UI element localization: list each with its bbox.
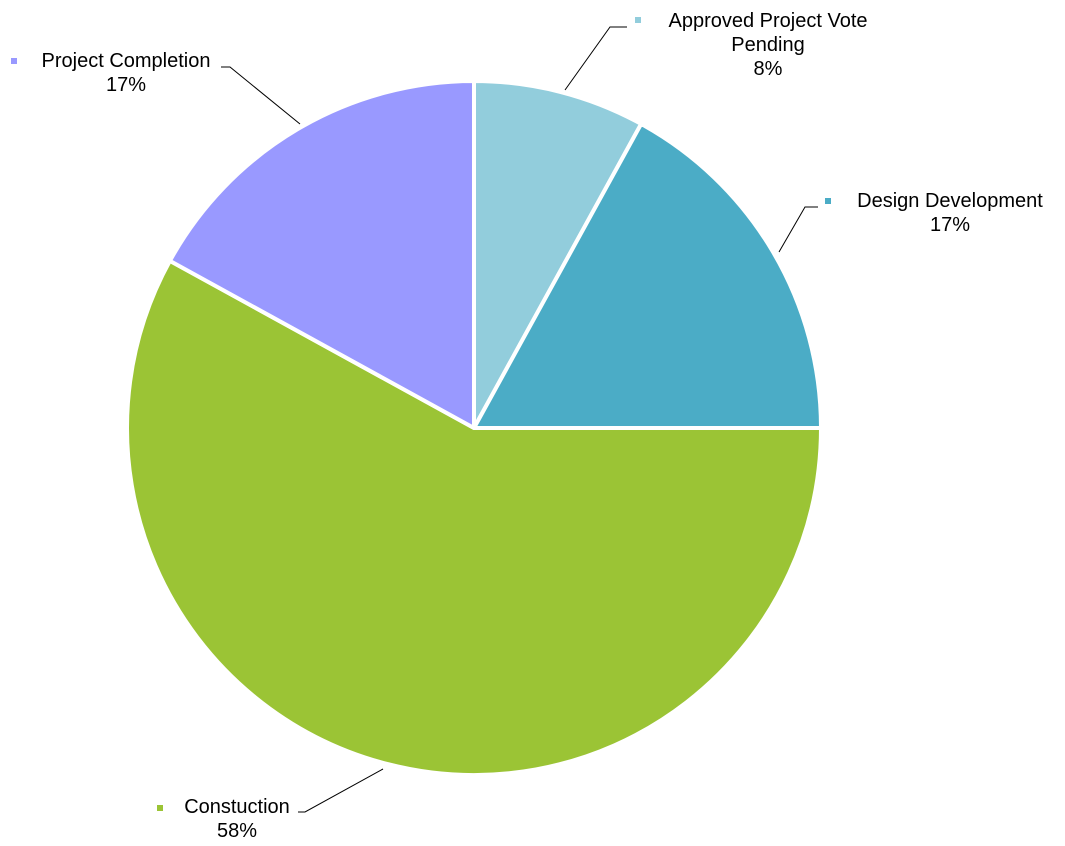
- leader-line-constuction: [298, 768, 384, 813]
- slices-layer: [125, 79, 823, 777]
- leader-lines-layer: [221, 26, 818, 813]
- data-label-percent-project-completion: 17%: [106, 74, 146, 96]
- leader-line-project-completion: [221, 66, 301, 125]
- label-key-project-completion: [11, 58, 17, 64]
- data-label-percent-design-development: 17%: [930, 214, 970, 236]
- data-label-name-approved-project-vote-pending: Approved Project Vote: [668, 10, 867, 32]
- label-key-constuction: [157, 805, 163, 811]
- data-label-percent-constuction: 58%: [217, 820, 257, 842]
- data-label-name-constuction: Constuction: [184, 796, 290, 818]
- label-key-approved-project-vote-pending: [635, 17, 641, 23]
- data-label-percent-approved-project-vote-pending: 8%: [754, 58, 783, 80]
- leader-line-approved-project-vote-pending: [564, 26, 627, 91]
- pie-slice-approved-project-vote-pending: [472, 79, 644, 430]
- label-key-design-development: [825, 198, 831, 204]
- data-label-name-project-completion: Project Completion: [42, 50, 211, 72]
- pie-slice-design-development: [472, 121, 823, 430]
- pie-slice-constuction: [125, 258, 823, 777]
- pie-slice-project-completion: [167, 79, 476, 430]
- data-label-name-design-development: Design Development: [857, 190, 1043, 212]
- leader-line-design-development: [778, 206, 818, 253]
- data-label-name-approved-project-vote-pending: Pending: [731, 34, 804, 56]
